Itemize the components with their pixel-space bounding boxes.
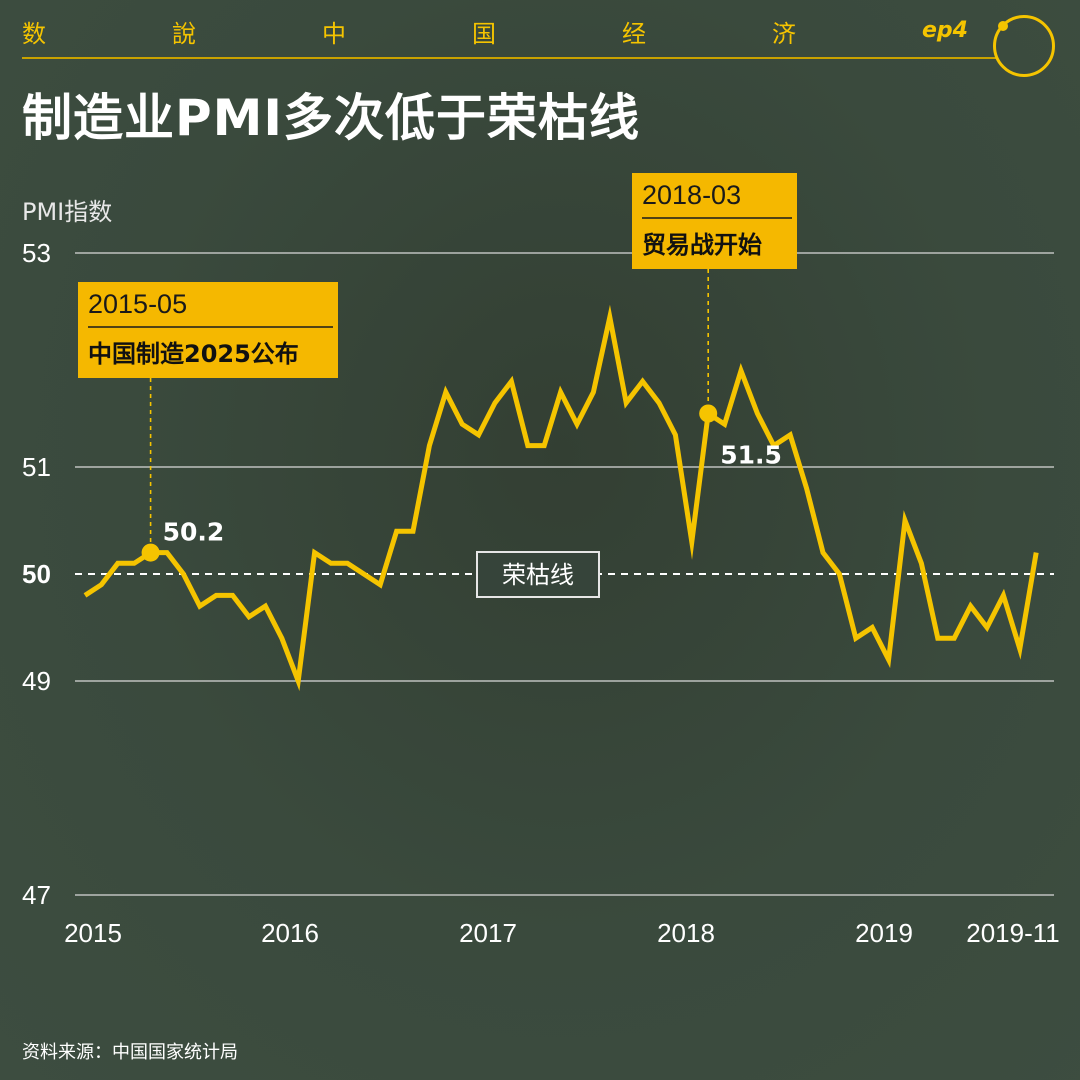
annotation-date: 2015-05 [88,289,187,319]
y-tick-layer: 53 51 50 49 47 [22,238,51,910]
annotation-date: 2018-03 [642,180,741,210]
annotation-value-label: 51.5 [720,441,782,470]
x-tick-label: 2019 [855,918,913,948]
annotation-layer: 2015-05 中国制造2025公布 50.2 2018-03 贸易战开始 51.5 [78,173,797,562]
x-tick-label: 2015 [64,918,122,948]
annotation-marker [142,544,160,562]
y-axis-label: PMI指数 [22,198,112,226]
annotation-event: 贸易战开始 [642,231,762,259]
x-tick-label: 2017 [459,918,517,948]
x-tick-label: 2016 [261,918,319,948]
annotation-value-label: 50.2 [163,518,225,547]
source-note: 资料来源：中国国家统计局 [22,1038,238,1064]
x-tick-label: 2019-11 [966,918,1060,948]
annotation-marker [699,405,717,423]
y-tick-label: 49 [22,666,51,696]
y-tick-label: 51 [22,452,51,482]
annotation-event: 中国制造2025公布 [88,340,299,368]
baseline-label: 荣枯线 [502,561,574,589]
y-tick-label: 50 [22,559,51,589]
pmi-line-chart: PMI指数 5351504947 2015 2016 2017 2018 2019 201… [0,0,1080,1000]
x-tick-label: 2018 [657,918,715,948]
baseline-layer: 荣枯线 [75,552,1054,597]
x-tick-layer: 2015 2016 2017 2018 2019 2019-11 [64,918,1060,948]
y-tick-label: 47 [22,880,51,910]
y-tick-label: 53 [22,238,51,268]
